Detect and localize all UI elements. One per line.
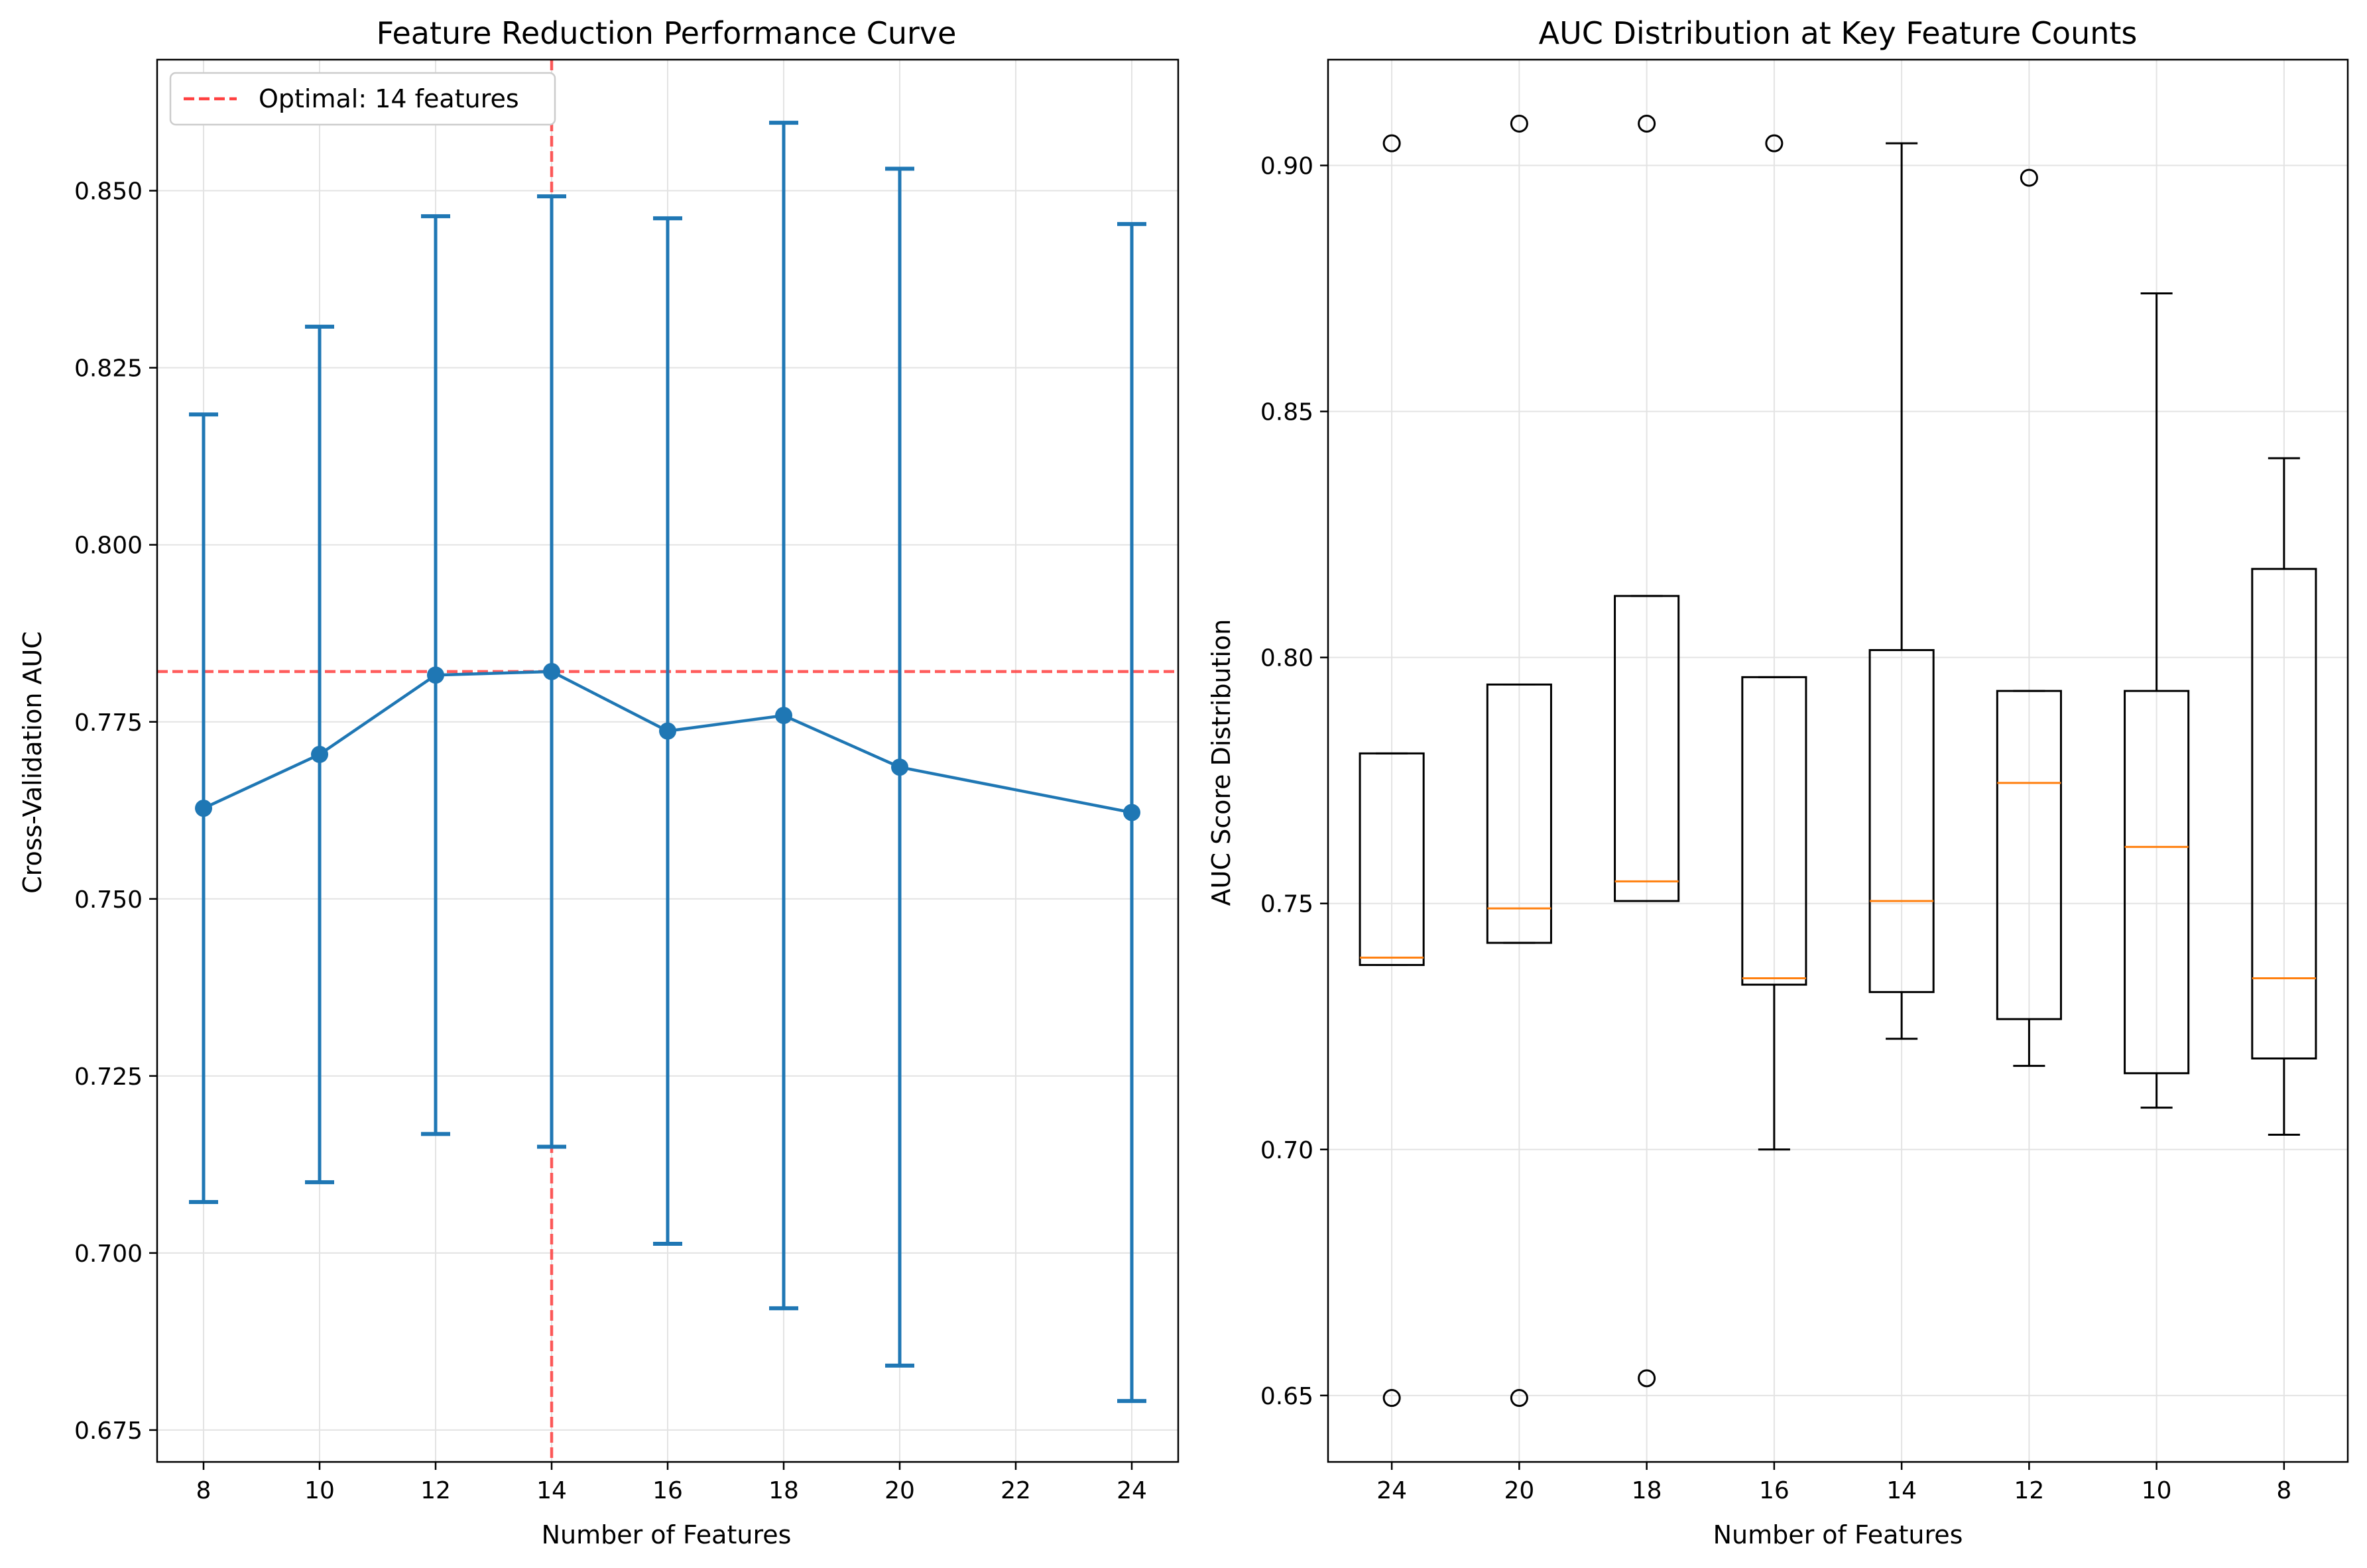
box-plot	[1614, 114, 1680, 1388]
outlier-point	[1382, 1389, 1401, 1408]
legend-box	[169, 72, 556, 126]
y-tick-label: 0.700	[74, 1240, 143, 1268]
interquartile-box	[1996, 690, 2062, 1020]
y-tick-label: 0.800	[74, 532, 143, 560]
box-plot	[1741, 134, 1807, 1151]
outlier-point	[2020, 168, 2038, 187]
y-tick-label: 0.80	[1260, 645, 1313, 672]
x-tick-label: 24	[1117, 1477, 1147, 1504]
data-point	[427, 666, 444, 684]
interquartile-box	[1614, 595, 1680, 902]
y-tick-label: 0.675	[74, 1417, 143, 1445]
legend: Optimal: 14 features	[169, 72, 556, 126]
box-plot	[2124, 292, 2190, 1109]
box-plot	[1868, 142, 1935, 1040]
auc-distribution-title: AUC Distribution at Key Feature Counts	[1539, 15, 2138, 51]
box-plot	[1486, 114, 1552, 1408]
performance-curve-x-label: Number of Features	[542, 1520, 792, 1549]
performance-curve-title: Feature Reduction Performance Curve	[377, 15, 957, 51]
data-point	[1123, 804, 1140, 821]
x-tick-label: 10	[304, 1477, 335, 1504]
outlier-point	[1510, 1389, 1528, 1408]
outlier-point	[1638, 1369, 1656, 1388]
y-tick-label: 0.85	[1260, 399, 1313, 426]
auc-distribution-panel: AUC Distribution at Key Feature Counts 2…	[1207, 15, 2349, 1549]
mean-auc-line	[203, 670, 1132, 814]
outlier-point	[1382, 134, 1401, 152]
mean-auc-points	[195, 662, 1140, 821]
x-tick-label: 22	[1001, 1477, 1031, 1504]
x-tick-label: 8	[2276, 1477, 2291, 1504]
data-point	[775, 707, 792, 725]
x-tick-label: 18	[1632, 1477, 1662, 1504]
interquartile-box	[1868, 649, 1935, 993]
outlier-point	[1510, 114, 1528, 133]
box-plots	[1359, 114, 2317, 1408]
auc-distribution-y-ticks: 0.65 0.70 0.75 0.80 0.85 0.90	[1260, 153, 1328, 1410]
x-tick-label: 18	[768, 1477, 799, 1504]
auc-distribution-x-ticks: 24 20 18 16 14 12 10 8	[1376, 1462, 2291, 1504]
x-tick-label: 12	[420, 1477, 451, 1504]
auc-distribution-y-label: AUC Score Distribution	[1207, 619, 1236, 906]
interquartile-box	[2124, 690, 2190, 1075]
y-tick-label: 0.65	[1260, 1383, 1313, 1410]
x-tick-label: 24	[1376, 1477, 1407, 1504]
auc-distribution-axes-frame	[1327, 58, 2349, 1463]
data-point	[311, 745, 328, 763]
y-tick-label: 0.75	[1260, 891, 1313, 918]
box-plot	[1359, 134, 1425, 1408]
y-tick-label: 0.70	[1260, 1137, 1313, 1164]
y-tick-label: 0.775	[74, 709, 143, 737]
x-tick-label: 20	[1504, 1477, 1534, 1504]
y-tick-label: 0.825	[74, 355, 143, 383]
legend-optimal-label: Optimal: 14 features	[259, 84, 519, 113]
outlier-point	[1765, 134, 1784, 152]
y-tick-label: 0.725	[74, 1063, 143, 1091]
performance-curve-y-label: Cross-Validation AUC	[18, 631, 47, 894]
x-tick-label: 16	[652, 1477, 683, 1504]
box-plot	[1996, 168, 2062, 1067]
auc-distribution-x-label: Number of Features	[1713, 1520, 1963, 1549]
data-point	[659, 722, 676, 740]
x-tick-label: 8	[196, 1477, 212, 1504]
box-plot	[2251, 457, 2317, 1136]
x-tick-label: 16	[1759, 1477, 1790, 1504]
y-tick-label: 0.750	[74, 886, 143, 914]
interquartile-box	[1486, 683, 1552, 944]
x-tick-label: 14	[536, 1477, 567, 1504]
x-tick-label: 10	[2142, 1477, 2172, 1504]
data-point	[891, 758, 908, 776]
data-point	[195, 800, 212, 817]
interquartile-box	[2251, 568, 2317, 1059]
x-tick-label: 14	[1886, 1477, 1917, 1504]
interquartile-box	[1359, 752, 1425, 966]
y-tick-label: 0.90	[1260, 153, 1313, 180]
interquartile-box	[1741, 676, 1807, 986]
y-tick-label: 0.850	[74, 178, 143, 206]
x-tick-label: 12	[2014, 1477, 2044, 1504]
performance-curve-x-ticks: 8 10 12 14 16 18 20 22 24	[196, 1462, 1147, 1504]
x-tick-label: 20	[884, 1477, 915, 1504]
performance-curve-panel: Feature Reduction Performance Curve 8 10 1…	[18, 15, 1180, 1549]
data-point	[543, 662, 560, 680]
performance-curve-y-ticks: 0.675 0.700 0.725 0.750 0.775 0.800 0.825 0.850	[74, 178, 157, 1445]
performance-curve-axes-frame	[156, 58, 1180, 1463]
outlier-point	[1638, 114, 1656, 133]
